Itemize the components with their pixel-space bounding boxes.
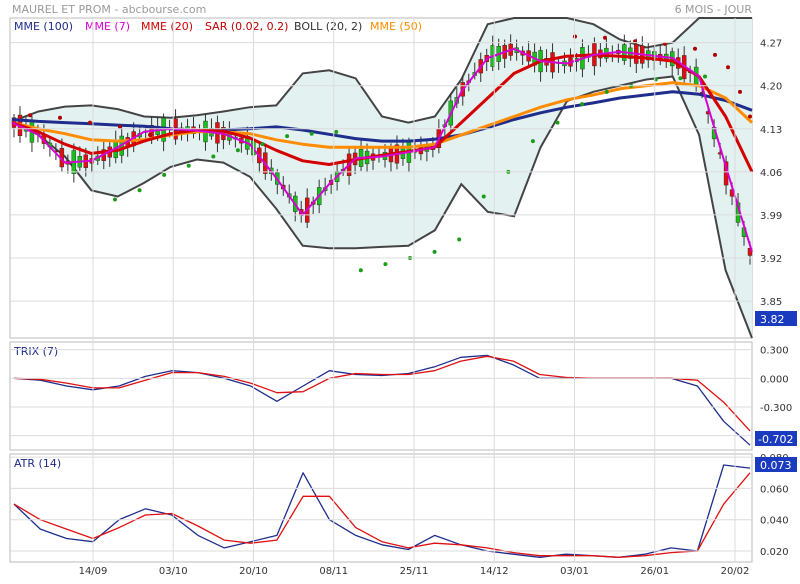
sar-dot-green (383, 262, 388, 267)
bollinger-lower-line (11, 75, 753, 339)
sar-dot-green (260, 142, 265, 147)
x-tick-label: 20/02 (721, 566, 750, 577)
y-tick-label: 0.020 (760, 547, 789, 558)
sar-dot-red (28, 113, 32, 118)
atr-plot-area (9, 453, 753, 563)
legend-sar: SAR (0.02, 0.2) (205, 20, 288, 33)
sar-dot-red (713, 52, 717, 57)
sar-dot-green (113, 197, 117, 202)
x-tick-label: 20/10 (239, 566, 268, 577)
atr-title: ATR (14) (14, 457, 61, 470)
x-tick-label: 14/12 (480, 566, 509, 577)
y-tick-label: -0.300 (760, 403, 792, 414)
x-tick-label: 03/01 (560, 566, 589, 577)
sar-dot-green (309, 131, 314, 136)
y-tick-label: 0.060 (760, 484, 789, 495)
last-price-box (755, 311, 797, 326)
sar-dot-red (118, 124, 122, 129)
x-tick-label: 14/09 (79, 566, 108, 577)
sar-dot-green (235, 148, 240, 153)
sar-dot-red (58, 115, 62, 120)
price-marks (11, 17, 754, 339)
bollinger-band-fill (12, 18, 752, 338)
x-tick-label: 08/11 (319, 566, 348, 577)
sar-dot-green (678, 76, 683, 81)
sar-dot-green (481, 194, 486, 199)
y-tick-label: 0.300 (760, 346, 789, 357)
chart-title: MAUREL ET PROM - abcbourse.com (12, 3, 206, 16)
sar-dot-green (334, 129, 339, 134)
legend-mme100: MME (100) (14, 20, 73, 33)
sar-dot-red (726, 65, 730, 70)
last-price-label: 3.82 (760, 313, 785, 326)
y-tick-label: 4.27 (760, 39, 782, 50)
legend-mme20: MME (20) (141, 20, 193, 33)
y-tick-label: 4.13 (760, 125, 782, 136)
y-tick-label: 0.000 (760, 374, 789, 385)
y-tick-label: 3.99 (760, 211, 782, 222)
legend-mme7: MME (7) (85, 20, 130, 33)
mme20-line (11, 53, 754, 173)
legend-mme50: MME (50) (370, 20, 422, 33)
sar-dot-green (580, 102, 585, 107)
sar-dot-green (358, 268, 363, 273)
sar-dot-green (162, 172, 167, 177)
sar-dot-red (148, 132, 152, 137)
period-label: 6 MOIS - JOUR (675, 3, 753, 16)
sar-dot-green (457, 237, 462, 242)
sar-dot-green (555, 120, 560, 125)
x-axis: 14/09 03/10 20/10 08/11 25/11 14/12 03/01 26/01… (79, 18, 750, 577)
y-tick-label: 4.20 (760, 82, 782, 93)
sar-dot-red (738, 89, 742, 94)
mme7-line (11, 47, 753, 253)
y-tick-label: 3.85 (760, 297, 782, 308)
trix-plot-area (9, 341, 753, 451)
y-tick-label: 4.06 (760, 168, 782, 179)
price-panel: MAUREL ET PROM - abcbourse.com 6 MOIS - … (9, 3, 797, 339)
sar-dot-green (703, 74, 707, 79)
trix-last-box (755, 431, 797, 446)
y-tick-label: 0.040 (760, 516, 789, 527)
mme50-line (11, 81, 754, 149)
atr-last-label: 0.073 (760, 459, 792, 472)
sar-dot-red (603, 35, 607, 40)
atr-last-box (755, 457, 797, 472)
price-y-ticks: 4.27 4.20 4.13 4.06 3.99 3.92 3.85 (10, 39, 782, 308)
sar-dot-green (285, 134, 290, 139)
sar-dot-green (530, 139, 535, 144)
sar-dot-green (604, 89, 609, 94)
legend-boll: BOLL (20, 2) (294, 20, 362, 33)
sar-dot-red (88, 120, 92, 125)
trix-last-label: -0.702 (758, 433, 793, 446)
mme100-line (11, 90, 753, 143)
sar-dot-red (748, 114, 752, 119)
x-tick-label: 25/11 (400, 566, 429, 577)
x-tick-label: 26/01 (640, 566, 669, 577)
sar-dot-green (137, 188, 142, 193)
indicator-line-signal (13, 472, 751, 558)
sar-dot-red (693, 46, 697, 51)
atr-marks (13, 464, 751, 558)
trix-title: TRIX (7) (13, 345, 58, 358)
x-tick-label: 03/10 (159, 566, 188, 577)
y-tick-label: 3.92 (760, 254, 782, 265)
sar-dot-green (186, 163, 191, 168)
sar-dot-green (211, 154, 216, 159)
sar-dot-green (432, 249, 437, 254)
